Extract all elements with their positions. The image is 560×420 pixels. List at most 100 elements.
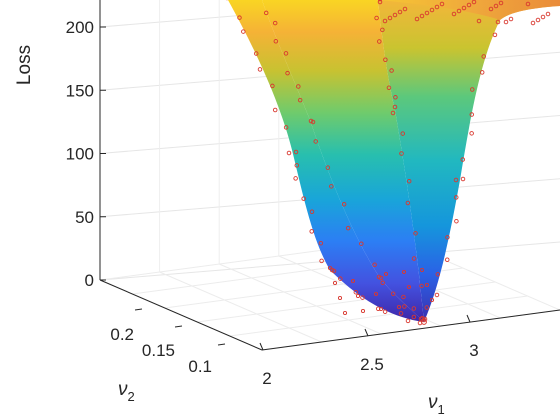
sample-marker <box>401 269 407 275</box>
sample-marker <box>445 235 450 240</box>
sample-marker <box>479 70 485 75</box>
sample-marker <box>503 19 509 25</box>
x-tick-label: 2 <box>262 369 271 388</box>
x-tick-label: 2.5 <box>360 355 384 374</box>
sample-marker <box>383 57 388 63</box>
sample-marker <box>460 157 466 162</box>
sample-marker <box>406 178 412 184</box>
sample-marker <box>401 294 406 300</box>
sample-marker <box>373 291 379 297</box>
x-tick-mark <box>466 314 471 323</box>
y-tick-mark <box>217 343 226 346</box>
z-tick-label: 200 <box>66 18 94 37</box>
minimum-marker <box>421 319 427 325</box>
sample-marker <box>237 15 242 20</box>
sample-marker <box>406 284 412 290</box>
sample-marker <box>411 314 417 320</box>
x-axis-label: ν1 <box>428 392 445 417</box>
sample-marker <box>341 201 347 207</box>
x-axis-line <box>261 309 560 351</box>
sample-marker <box>453 195 459 200</box>
sample-marker <box>377 0 383 2</box>
sample-marker <box>327 265 333 271</box>
surface-right-flank <box>378 0 560 322</box>
z-tick-label: 150 <box>66 81 94 100</box>
y-axis-label: ν2 <box>118 379 135 404</box>
sample-marker <box>372 262 377 268</box>
sample-markers <box>225 0 551 326</box>
sample-marker <box>286 150 292 156</box>
sample-marker <box>422 316 428 322</box>
sample-marker <box>435 272 441 277</box>
sample-marker <box>294 163 300 168</box>
sample-marker <box>429 297 435 303</box>
sample-marker <box>488 6 494 12</box>
sample-marker <box>283 51 289 56</box>
sample-marker <box>398 311 404 316</box>
sample-marker <box>469 131 474 136</box>
z-axis: 0 50 100 150 200 Loss <box>14 0 106 290</box>
z-tick-label: 100 <box>66 145 94 164</box>
y-axis: 0.1 0.15 0.2 ν2 <box>99 279 263 404</box>
sample-marker <box>309 229 314 234</box>
surface <box>228 0 560 322</box>
sample-marker <box>309 209 315 214</box>
sample-marker <box>439 1 445 7</box>
sample-marker <box>387 15 393 21</box>
sample-marker <box>377 39 382 44</box>
sample-marker <box>313 139 318 144</box>
surface-top-band <box>378 0 560 20</box>
sample-marker <box>253 51 259 56</box>
sample-marker <box>453 177 459 183</box>
sample-marker <box>337 295 343 301</box>
sample-marker <box>525 1 531 7</box>
sample-marker <box>376 306 381 312</box>
sample-marker <box>342 310 348 316</box>
sample-marker <box>310 119 316 125</box>
sample-marker <box>390 291 396 297</box>
sample-marker <box>318 240 324 246</box>
sample-marker <box>419 283 424 289</box>
sample-marker <box>399 151 404 156</box>
sample-marker <box>411 306 417 311</box>
y-tick-label: 0.1 <box>188 357 212 376</box>
sample-marker <box>476 18 482 24</box>
sample-marker <box>424 305 429 310</box>
sample-marker <box>402 304 407 309</box>
sample-marker <box>402 6 408 12</box>
sample-marker <box>325 165 331 170</box>
sample-marker <box>469 112 475 117</box>
sample-marker <box>393 95 398 100</box>
sample-marker <box>405 318 411 324</box>
sample-marker <box>495 19 501 25</box>
sample-marker <box>374 15 379 21</box>
sample-marker <box>360 308 366 314</box>
sample-marker <box>434 4 440 10</box>
sample-marker <box>460 176 466 182</box>
sample-marker <box>454 218 459 224</box>
sample-marker <box>405 200 411 206</box>
sample-marker <box>301 196 306 201</box>
floor-grid-line <box>229 295 528 337</box>
sample-marker <box>257 67 263 72</box>
sample-marker <box>392 12 398 18</box>
z-axis-label: Loss <box>14 45 35 85</box>
sample-marker <box>331 268 337 274</box>
y-tick-label: 0.15 <box>142 341 175 360</box>
sample-marker <box>498 0 504 6</box>
sample-marker <box>263 10 269 16</box>
sample-marker <box>414 16 420 22</box>
sample-marker <box>360 295 365 300</box>
floor-grid-line <box>197 281 496 323</box>
sample-marker <box>419 267 425 273</box>
sample-marker <box>380 280 385 286</box>
sample-marker <box>378 306 384 312</box>
sample-marker <box>424 10 430 16</box>
sample-marker <box>382 309 388 314</box>
sample-marker <box>345 225 351 231</box>
sample-marker <box>273 39 279 44</box>
sample-marker <box>470 87 475 92</box>
z-tick-label: 50 <box>75 208 94 227</box>
sample-marker <box>413 231 418 236</box>
x-tick-mark <box>259 342 264 351</box>
